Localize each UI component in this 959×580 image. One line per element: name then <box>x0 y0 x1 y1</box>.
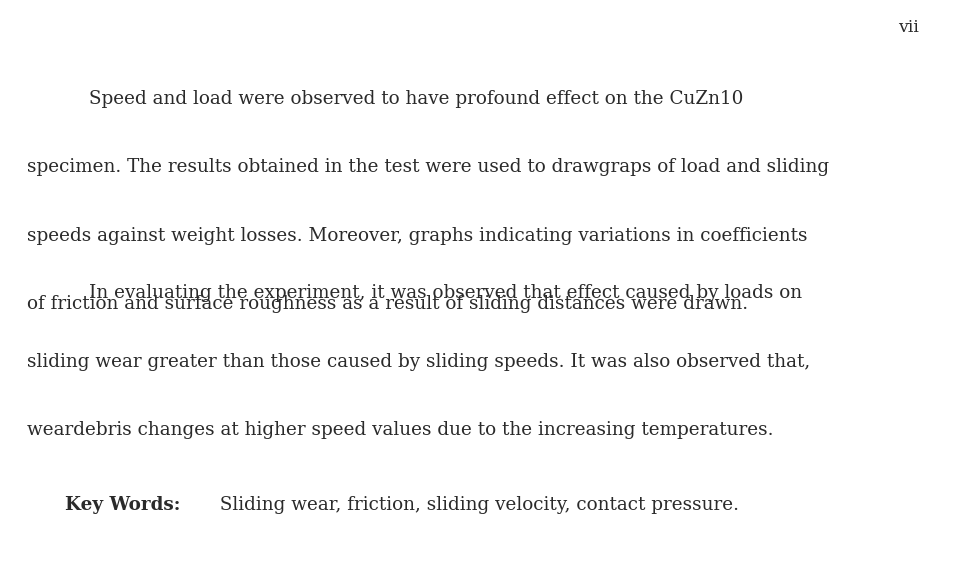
Text: Key Words:: Key Words: <box>65 496 180 514</box>
Text: In evaluating the experiment, it was observed that effect caused by loads on: In evaluating the experiment, it was obs… <box>89 284 803 302</box>
Text: speeds against weight losses. Moreover, graphs indicating variations in coeffici: speeds against weight losses. Moreover, … <box>27 227 807 245</box>
Text: Sliding wear, friction, sliding velocity, contact pressure.: Sliding wear, friction, sliding velocity… <box>214 496 739 514</box>
Text: vii: vii <box>898 19 919 35</box>
Text: weardebris changes at higher speed values due to the increasing temperatures.: weardebris changes at higher speed value… <box>27 421 773 439</box>
Text: specimen. The results obtained in the test were used to drawgraps of load and sl: specimen. The results obtained in the te… <box>27 158 829 176</box>
Text: of friction and surface roughness as a result of sliding distances were drawn.: of friction and surface roughness as a r… <box>27 295 748 313</box>
Text: sliding wear greater than those caused by sliding speeds. It was also observed t: sliding wear greater than those caused b… <box>27 353 810 371</box>
Text: Speed and load were observed to have profound effect on the CuZn10: Speed and load were observed to have pro… <box>89 90 743 108</box>
